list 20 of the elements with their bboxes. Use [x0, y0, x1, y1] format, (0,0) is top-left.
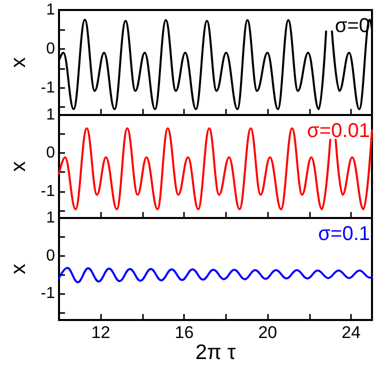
- x-tick-label: 24: [342, 323, 361, 342]
- y-tick-label: -1: [40, 79, 56, 96]
- y-tick-label: 0: [46, 144, 56, 162]
- y-tick-label: -1: [40, 182, 56, 200]
- y-tick-label: -1: [40, 285, 56, 302]
- y-tick-label: 1: [46, 2, 56, 18]
- y-axis-title: x: [7, 263, 30, 274]
- y-tick-label: 1: [46, 210, 56, 226]
- y-tick-label: 1: [46, 106, 56, 124]
- x-tick-label: 20: [258, 323, 278, 342]
- line-series: [58, 266, 373, 284]
- y-axis-title: x: [7, 160, 30, 172]
- x-axis-title: 2π τ: [195, 341, 236, 364]
- annotation: σ=0.1: [318, 223, 370, 245]
- x-tick-label: 16: [174, 323, 194, 342]
- y-axis-title: x: [7, 56, 30, 68]
- annotation: σ=0.01: [307, 120, 370, 142]
- y-tick-label: 0: [46, 40, 56, 58]
- x-tick-label: 12: [91, 323, 110, 342]
- y-tick-label: 0: [46, 247, 56, 264]
